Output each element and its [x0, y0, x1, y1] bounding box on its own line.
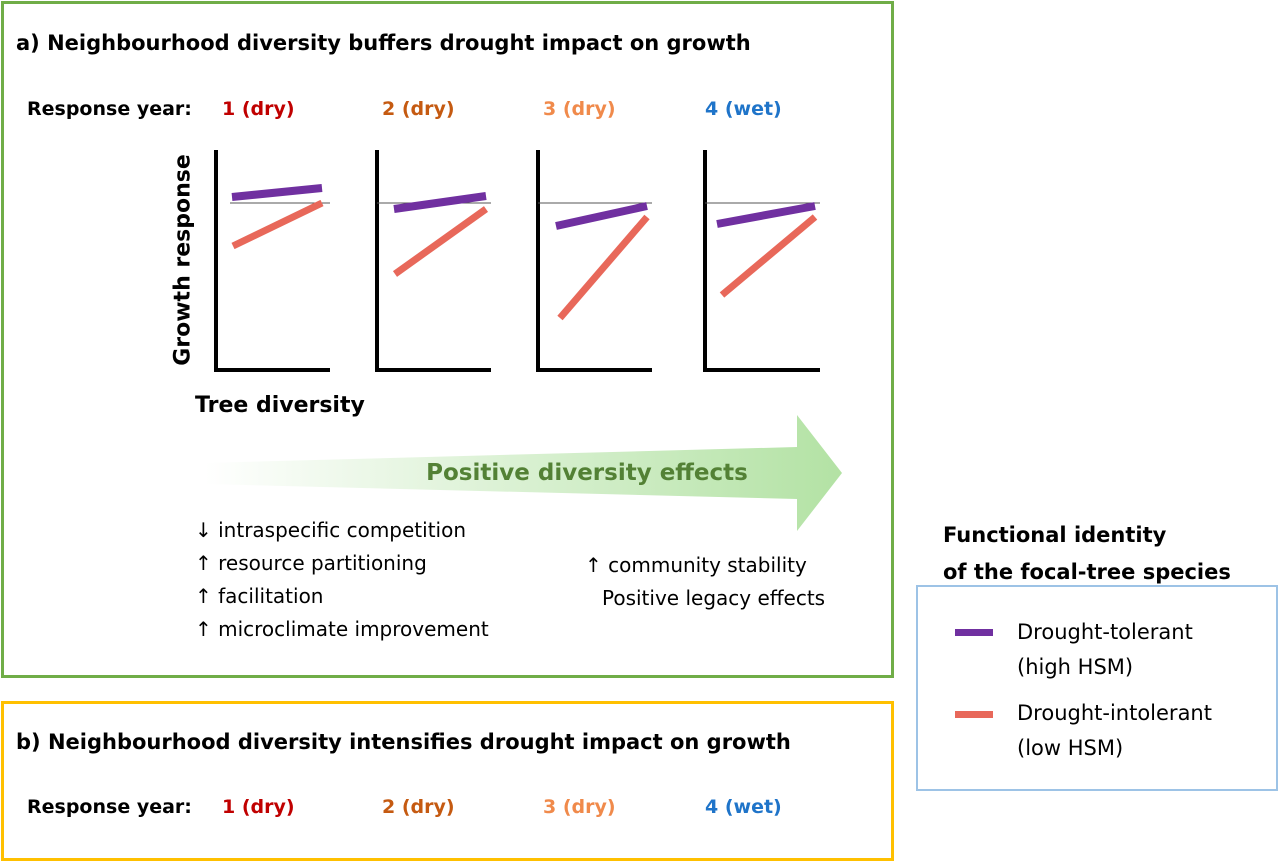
drought-tolerant-line [716, 202, 816, 228]
mechanism-left-1: ↓ intraspecific competition [195, 518, 467, 542]
legend [916, 585, 1278, 791]
arrow-label: Positive diversity effects [426, 460, 748, 486]
mechanism-left-2: ↑ resource partitioning [195, 551, 427, 575]
legend-swatch-drought-tolerant [955, 629, 993, 636]
drought-intolerant-line [719, 214, 818, 298]
panel-a-year-3: 3 (dry) [543, 98, 616, 120]
mechanism-right-1: ↑ community stability [585, 553, 807, 577]
drought-intolerant-line [557, 214, 650, 321]
plot-year-4 [703, 150, 820, 372]
mechanism-left-3: ↑ facilitation [195, 584, 324, 608]
drought-tolerant-line [555, 202, 648, 230]
positive-effects-arrow [205, 415, 842, 531]
legend-sublabel-drought-tolerant: (high HSM) [1017, 655, 1134, 679]
drought-tolerant-line [393, 192, 487, 213]
drought-intolerant-line [392, 206, 489, 277]
drought-intolerant-line [231, 199, 324, 250]
legend-swatch-drought-intolerant [955, 711, 993, 718]
drought-tolerant-line [231, 184, 323, 201]
panel-b-year-3: 3 (dry) [543, 796, 616, 818]
x-axis-label: Tree diversity [195, 393, 365, 418]
mechanism-right-2: Positive legacy effects [602, 586, 826, 610]
panel-a-year-1: 1 (dry) [222, 98, 295, 120]
legend-sublabel-drought-intolerant: (low HSM) [1017, 736, 1124, 760]
plot-year-3 [536, 150, 652, 372]
panel-a-year-4: 4 (wet) [705, 98, 782, 120]
panel-a-year-2: 2 (dry) [382, 98, 455, 120]
mechanism-left-4: ↑ microclimate improvement [195, 617, 489, 641]
mini-plots [205, 150, 842, 531]
panel-a-response-year-label: Response year: [27, 98, 192, 120]
legend-title-line2: of the focal-tree species [943, 560, 1231, 584]
panel-b [1, 701, 894, 861]
legend-label-drought-intolerant: Drought-intolerant [1017, 701, 1212, 725]
panel-b-title: b) Neighbourhood diversity intensifies d… [16, 730, 791, 754]
legend-label-drought-tolerant: Drought-tolerant [1017, 620, 1193, 644]
panel-a [1, 1, 894, 678]
plot-year-1 [214, 150, 330, 372]
legend-title-line1: Functional identity [943, 523, 1167, 547]
panel-b-year-4: 4 (wet) [705, 796, 782, 818]
panel-b-year-1: 1 (dry) [222, 796, 295, 818]
panel-a-title: a) Neighbourhood diversity buffers droug… [16, 31, 751, 55]
panel-b-year-2: 2 (dry) [382, 796, 455, 818]
panel-b-response-year-label: Response year: [27, 796, 192, 818]
plot-year-2 [375, 150, 491, 372]
